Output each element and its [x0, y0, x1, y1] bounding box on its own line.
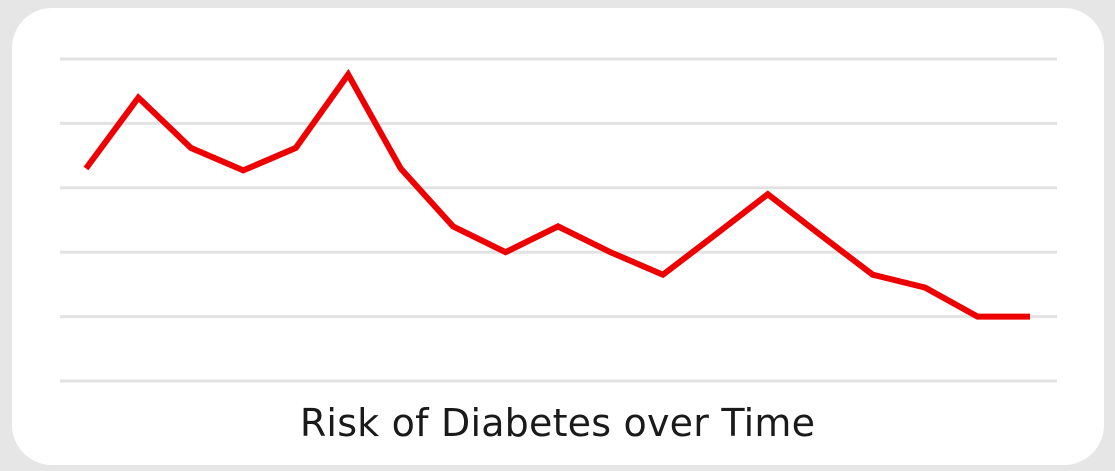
series-group [83, 68, 1030, 320]
chart-card [12, 8, 1104, 465]
gridlines [60, 57, 1057, 383]
series-line [83, 68, 1030, 320]
chart-title: Risk of Diabetes over Time [299, 401, 816, 445]
